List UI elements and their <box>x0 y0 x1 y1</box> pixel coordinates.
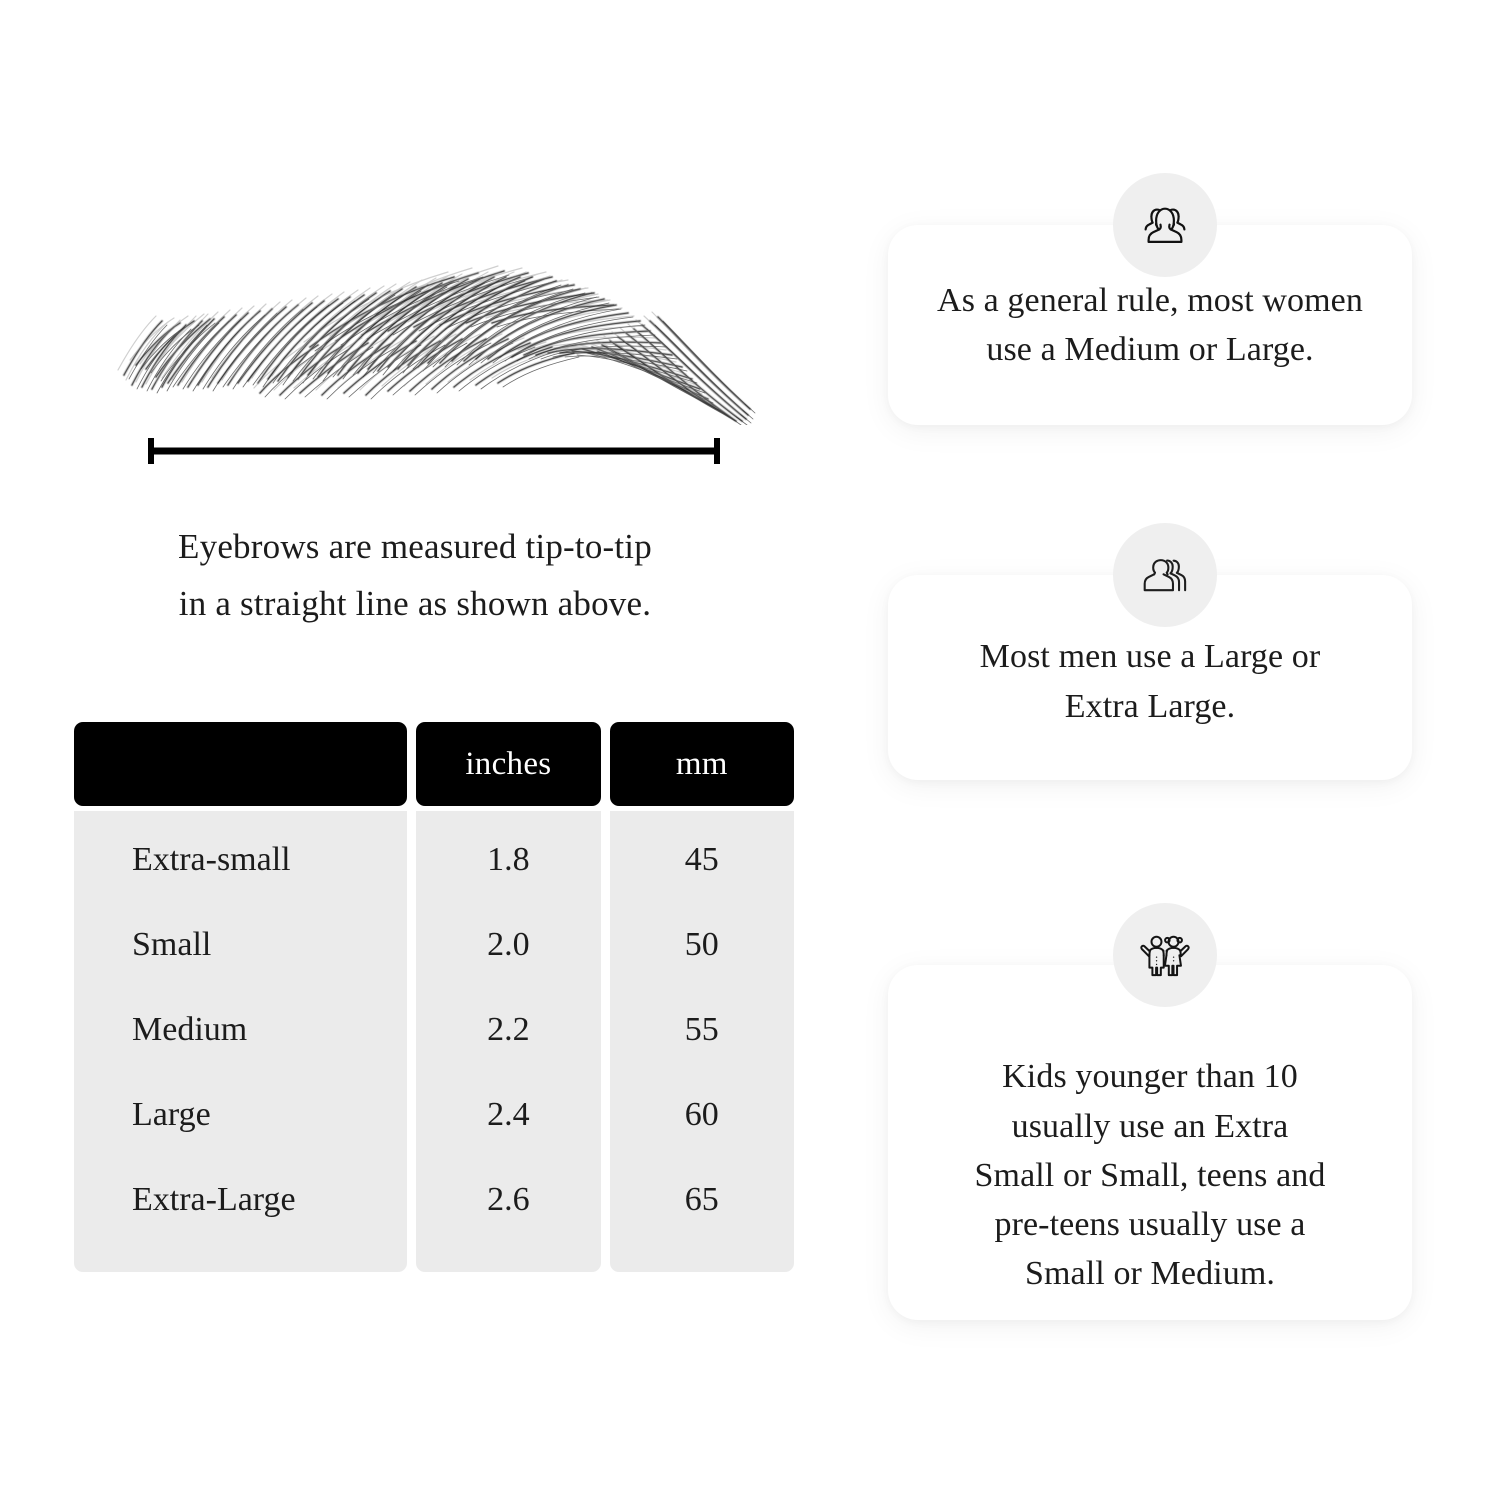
table-row: 65 <box>684 1180 719 1218</box>
table-row: 2.6 <box>487 1180 530 1218</box>
table-row: 55 <box>684 1010 719 1048</box>
size-table: inches mm Extra-small Small Medium Large… <box>74 722 794 1272</box>
kids-line-2: usually use an Extra <box>1011 1107 1289 1145</box>
table-row: 60 <box>684 1095 719 1133</box>
men-group-icon <box>1136 546 1194 604</box>
table-row: 2.0 <box>487 925 530 963</box>
women-line-2: use a Medium or Large. <box>986 331 1314 368</box>
kids-line-3: Small or Small, teens and <box>974 1156 1326 1194</box>
table-header-size <box>74 722 408 806</box>
men-group-icon-badge <box>1113 523 1217 627</box>
table-row: Extra-Large <box>132 1180 296 1218</box>
table-row: Medium <box>132 1010 248 1048</box>
caption-line-2: in a straight line as shown above. <box>178 584 652 624</box>
kids-icon-badge <box>1113 903 1217 1007</box>
women-group-icon <box>1136 196 1194 254</box>
table-header-row: inches mm <box>74 722 794 806</box>
guidance-card-women-text: As a general rule, most women use a Medi… <box>907 276 1393 375</box>
table-column-mm: 45 50 55 60 65 <box>609 811 794 1272</box>
table-header-inches: inches <box>416 722 601 806</box>
men-line-1: Most men use a Large or <box>979 638 1321 676</box>
table-column-inches: 1.8 2.0 2.2 2.4 2.6 <box>416 811 601 1272</box>
table-column-size: Extra-small Small Medium Large Extra-Lar… <box>74 811 408 1272</box>
table-row: Large <box>132 1095 211 1133</box>
men-line-2: Extra Large. <box>1064 687 1236 725</box>
table-row: 2.2 <box>487 1010 530 1048</box>
table-row: 50 <box>684 925 719 963</box>
measurement-line-icon <box>148 437 720 465</box>
caption-line-1: Eyebrows are measured tip-to-tip <box>178 527 652 566</box>
table-row: 1.8 <box>487 840 530 878</box>
women-line-1: As a general rule, most women <box>937 281 1363 319</box>
table-row: Small <box>132 925 212 963</box>
table-body: Extra-small Small Medium Large Extra-Lar… <box>74 811 794 1272</box>
women-group-icon-badge <box>1113 173 1217 277</box>
guidance-card-men-text: Most men use a Large or Extra Large. <box>950 624 1351 731</box>
kids-line-5: Small or Medium. <box>1025 1255 1275 1293</box>
kids-line-1: Kids younger than 10 <box>1002 1058 1298 1096</box>
eyebrow-illustration <box>110 235 760 425</box>
table-row: 2.4 <box>487 1095 530 1133</box>
measurement-panel: Eyebrows are measured tip-to-tip in a st… <box>74 235 794 1272</box>
measurement-caption: Eyebrows are measured tip-to-tip in a st… <box>75 518 755 632</box>
guidance-card-kids: Kids younger than 10 usually use an Extr… <box>888 965 1412 1320</box>
guidance-panel: As a general rule, most women use a Medi… <box>830 0 1500 1500</box>
guidance-card-kids-text: Kids younger than 10 usually use an Extr… <box>945 986 1356 1298</box>
table-header-mm: mm <box>609 722 794 806</box>
table-row: Extra-small <box>132 840 291 878</box>
kids-line-4: pre-teens usually use a <box>994 1206 1306 1244</box>
kids-icon <box>1136 926 1194 984</box>
table-row: 45 <box>684 840 719 878</box>
